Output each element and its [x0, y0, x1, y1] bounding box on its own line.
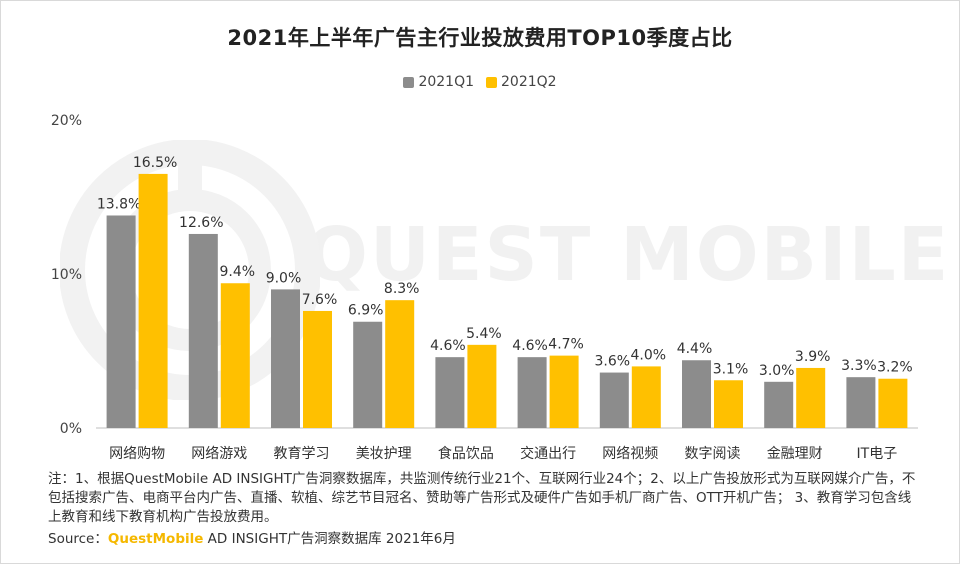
data-label-2021q1: 4.4% — [677, 341, 713, 357]
x-category-label: IT电子 — [857, 446, 898, 462]
data-label-2021q1: 12.6% — [179, 215, 223, 231]
bar-2021q2 — [467, 344, 497, 428]
bar-2021q2 — [796, 367, 826, 428]
legend-swatch-q1 — [403, 76, 415, 88]
data-label-2021q1: 3.0% — [759, 363, 795, 379]
data-label-2021q1: 4.6% — [430, 338, 466, 354]
source-rest: AD INSIGHT广告洞察数据库 2021年6月 — [203, 531, 456, 547]
bar-2021q2 — [138, 173, 168, 428]
bar-2021q2 — [549, 355, 579, 428]
data-label-2021q2: 3.1% — [713, 361, 749, 377]
bar-2021q1 — [846, 377, 876, 428]
legend-item-q1: 2021Q1 — [403, 74, 474, 90]
bar-2021q2 — [220, 283, 250, 428]
data-label-2021q1: 9.0% — [266, 270, 302, 286]
x-category-label: 数字阅读 — [685, 445, 741, 462]
chart-title: 2021年上半年广告主行业投放费用TOP10季度占比 — [227, 26, 733, 50]
legend: 2021Q1 2021Q2 — [0, 74, 960, 90]
data-label-2021q2: 4.7% — [548, 337, 584, 353]
y-tick-label: 20% — [51, 113, 82, 129]
data-label-2021q2: 9.4% — [220, 264, 256, 280]
bar-2021q2 — [385, 300, 415, 428]
data-label-2021q1: 13.8% — [97, 196, 141, 212]
source-line: Source：QuestMobile AD INSIGHT广告洞察数据库 202… — [48, 527, 456, 547]
y-tick-label: 10% — [51, 267, 82, 283]
data-label-2021q2: 3.9% — [795, 349, 831, 365]
bar-2021q1 — [106, 215, 136, 428]
x-category-label: 网络购物 — [109, 446, 165, 462]
data-label-2021q2: 4.0% — [631, 347, 667, 363]
bar-2021q1 — [517, 357, 547, 428]
data-label-2021q1: 3.3% — [841, 358, 877, 374]
bar-2021q1 — [599, 372, 629, 428]
bar-2021q1 — [435, 357, 465, 428]
bar-2021q2 — [631, 366, 661, 428]
data-label-2021q1: 6.9% — [348, 303, 384, 319]
x-category-label: 网络游戏 — [191, 446, 247, 462]
x-category-label: 金融理财 — [767, 446, 823, 462]
source-brand: QuestMobile — [107, 531, 204, 547]
bar-2021q1 — [353, 321, 383, 428]
x-category-label: 教育学习 — [274, 446, 330, 462]
legend-label-q1: 2021Q1 — [418, 74, 474, 90]
bar-2021q1 — [764, 381, 794, 428]
legend-swatch-q2 — [486, 76, 497, 88]
bar-2021q2 — [714, 380, 743, 428]
footnote: 注：1、根据QuestMobile AD INSIGHT广告洞察数据库，共监测传… — [48, 471, 916, 525]
data-label-2021q1: 4.6% — [512, 338, 548, 354]
x-category-label: 网络视频 — [602, 446, 658, 462]
bar-2021q1 — [682, 360, 711, 428]
y-tick-label: 0% — [60, 421, 82, 437]
data-label-2021q2: 5.4% — [466, 326, 502, 342]
bar-2021q1 — [188, 233, 218, 428]
bar-chart: 0% 10% 20% 网络购物 13.8% 16.5% 网络游戏 12.6% 9.4% 教育学习 9… — [51, 113, 918, 462]
x-category-label: 美妆护理 — [356, 446, 412, 462]
data-label-2021q2: 16.5% — [133, 155, 177, 171]
bar-2021q1 — [271, 289, 300, 428]
data-label-2021q2: 7.6% — [302, 292, 338, 308]
x-category-label: 交通出行 — [520, 445, 576, 462]
legend-label-q2: 2021Q2 — [501, 74, 557, 90]
legend-item-q2: 2021Q2 — [486, 74, 557, 90]
data-label-2021q1: 3.6% — [595, 354, 631, 370]
x-category-label: 食品饮品 — [438, 445, 494, 462]
bar-2021q2 — [878, 378, 908, 428]
source-prefix: Source： — [48, 531, 108, 547]
bar-2021q2 — [303, 310, 332, 428]
data-label-2021q2: 8.3% — [384, 281, 420, 297]
data-label-2021q2: 3.2% — [877, 360, 913, 376]
